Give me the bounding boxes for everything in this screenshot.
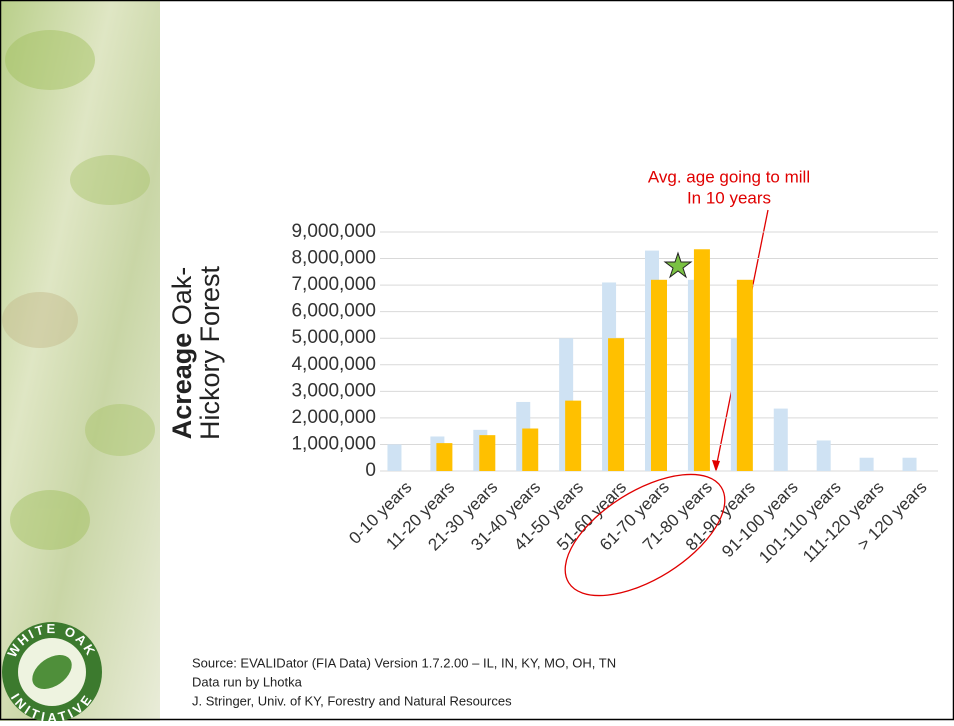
y-tick-label: 0 [365, 460, 376, 481]
y-tick-label: 2,000,000 [291, 407, 376, 428]
bar [651, 279, 667, 471]
y-tick-label: 7,000,000 [291, 274, 376, 295]
y-tick-label: 1,000,000 [291, 433, 376, 454]
source-line: Data run by Lhotka [192, 674, 303, 689]
bar [387, 444, 402, 471]
source-line: J. Stringer, Univ. of KY, Forestry and N… [192, 693, 512, 708]
leaf-backdrop [0, 0, 160, 721]
bar [693, 249, 710, 471]
bar [816, 440, 831, 471]
y-tick-label: 4,000,000 [291, 354, 376, 375]
annotation-line1: Avg. age going to mill [648, 167, 810, 186]
logo: WHITE OAK INITIATIVE [2, 621, 102, 726]
bar [436, 443, 453, 471]
y-label-rest: Oak- [167, 267, 197, 326]
bar [565, 400, 582, 471]
y-label-line2: Hickory Forest [195, 265, 225, 440]
y-tick-label: 5,000,000 [291, 327, 376, 348]
leaf-shapes [2, 30, 155, 550]
bar [736, 279, 753, 471]
highlight-ellipse [564, 473, 726, 597]
annotation-line2: In 10 years [687, 188, 771, 207]
y-axis-label: Acreage Oak- Hickory Forest [167, 265, 225, 440]
y-label-bold: Acreage [167, 333, 197, 440]
source-line: Source: EVALIDator (FIA Data) Version 1.… [192, 655, 616, 670]
y-tick-label: 3,000,000 [291, 380, 376, 401]
bar [902, 457, 917, 471]
bar [773, 408, 788, 471]
star [663, 251, 693, 279]
arrow-head [712, 460, 720, 472]
y-label-line1: Acreage Oak- [167, 267, 197, 440]
plot: 0 1,000,000 2,000,000 3,000,000 4,000,000 5,0… [291, 221, 938, 567]
bar [479, 435, 496, 471]
y-tick-label: 8,000,000 [291, 248, 376, 269]
bar [859, 457, 874, 471]
bar [608, 338, 625, 471]
bar [522, 428, 539, 471]
y-tick-label: 9,000,000 [291, 221, 376, 242]
y-tick-label: 6,000,000 [291, 301, 376, 322]
